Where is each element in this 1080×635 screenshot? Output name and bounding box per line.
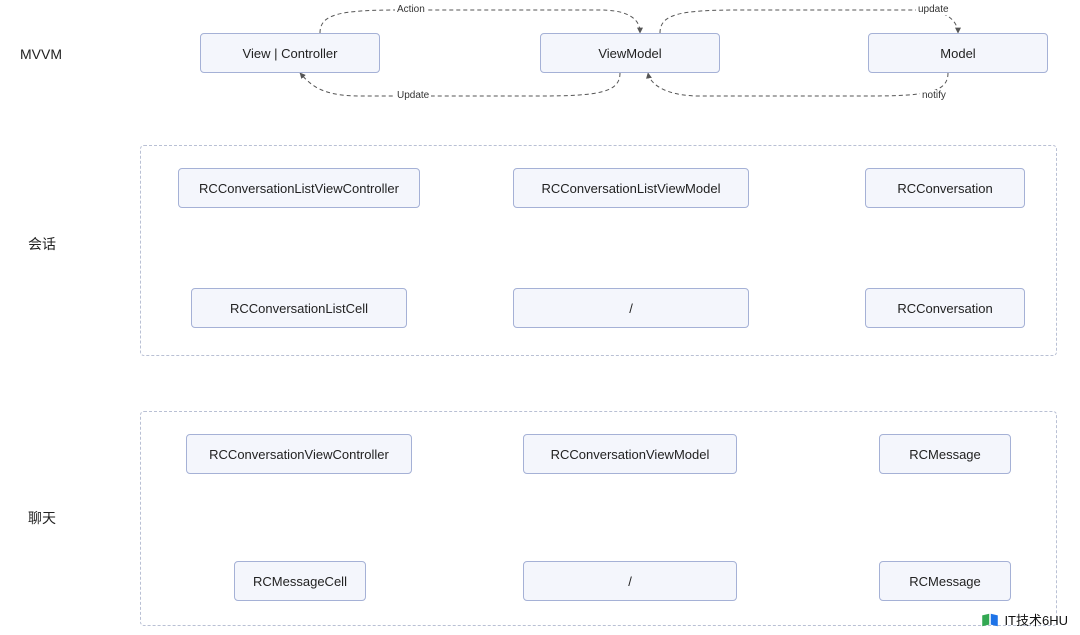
- edge-e2: [300, 73, 620, 96]
- node-n-rcmsg2: RCMessage: [879, 561, 1011, 601]
- node-n-rcconv2: RCConversation: [865, 288, 1025, 328]
- book-icon: [980, 613, 1000, 627]
- node-n-rclvm: RCConversationListViewModel: [513, 168, 749, 208]
- edge-e4: [648, 73, 948, 96]
- node-n-slash1: /: [513, 288, 749, 328]
- node-n-rcvc: RCConversationViewController: [186, 434, 412, 474]
- node-n-rcvm: RCConversationViewModel: [523, 434, 737, 474]
- watermark: IT技术6HU: [980, 610, 1068, 629]
- node-n-model: Model: [868, 33, 1048, 73]
- node-n-rcconv1: RCConversation: [865, 168, 1025, 208]
- node-n-viewmodel: ViewModel: [540, 33, 720, 73]
- watermark-text: IT技术6HU: [1004, 610, 1068, 629]
- edge-label-e3: update: [916, 4, 951, 15]
- edge-label-e1: Action: [395, 4, 427, 15]
- node-n-slash2: /: [523, 561, 737, 601]
- node-n-rclvc: RCConversationListViewController: [178, 168, 420, 208]
- edge-e1: [320, 10, 640, 33]
- node-n-rclcell: RCConversationListCell: [191, 288, 407, 328]
- node-n-rcmcell: RCMessageCell: [234, 561, 366, 601]
- edge-label-e4: notify: [920, 90, 948, 101]
- row-label-mvvm: MVVM: [20, 46, 62, 62]
- row-label-liaotian: 聊天: [28, 508, 56, 528]
- node-n-rcmsg1: RCMessage: [879, 434, 1011, 474]
- row-label-huihua: 会话: [28, 234, 56, 254]
- edge-label-e2: Update: [395, 90, 431, 101]
- node-n-view: View | Controller: [200, 33, 380, 73]
- edge-e3: [660, 10, 958, 33]
